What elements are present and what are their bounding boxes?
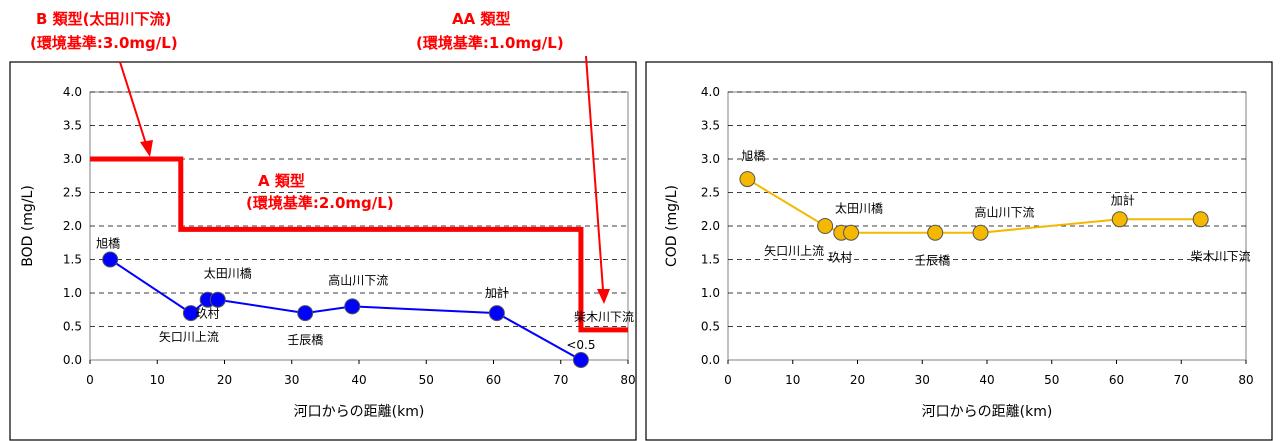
cod-y-tick-label: 1.5 xyxy=(701,253,720,267)
cod-y-tick-label: 4.0 xyxy=(701,85,720,99)
bod-y-tick-label: 2.5 xyxy=(63,186,82,200)
bod-data-point xyxy=(344,298,361,315)
cod-x-tick-label: 20 xyxy=(850,373,865,387)
b-type-arrowhead xyxy=(140,140,153,157)
bod-y-tick-label: 1.5 xyxy=(63,253,82,267)
a-type-standard: (環境基準:2.0mg/L) xyxy=(246,194,394,212)
bod-point-label: 玖村 xyxy=(196,307,220,321)
cod-y-tick-label: 3.0 xyxy=(701,152,720,166)
bod-y-tick-label: 0.0 xyxy=(63,353,82,367)
bod-x-tick-label: 30 xyxy=(284,373,299,387)
bod-point-label: <0.5 xyxy=(566,338,595,352)
b-type-arrow xyxy=(119,61,147,145)
cod-data-point xyxy=(1192,211,1209,228)
bod-x-tick-label: 10 xyxy=(150,373,165,387)
bod-data-point xyxy=(182,305,199,322)
bod-y-tick-label: 3.5 xyxy=(63,119,82,133)
aa-type-title: AA 類型 xyxy=(452,10,510,28)
cod-point-label: 壬辰橋 xyxy=(914,254,950,268)
bod-y-tick-label: 4.0 xyxy=(63,85,82,99)
cod-x-tick-label: 10 xyxy=(785,373,800,387)
aa-type-arrow xyxy=(585,55,604,291)
bod-y-tick-label: 3.0 xyxy=(63,152,82,166)
cod-point-label: 矢口川上流 xyxy=(764,244,824,258)
bod-x-tick-label: 0 xyxy=(86,373,94,387)
cod-chart: 0.0 0.5 1.0 1.5 2.0 2.5 3.0 3.5 4.0 0 10 20 30 40 50 60… xyxy=(664,85,1254,420)
bod-point-label: 加計 xyxy=(485,285,509,300)
cod-x-tick-label: 60 xyxy=(1109,373,1124,387)
bod-data-point xyxy=(297,305,314,322)
b-type-standard: (環境基準:3.0mg/L) xyxy=(30,34,178,52)
bod-y-tick-label: 0.5 xyxy=(63,320,82,334)
cod-x-tick-label: 70 xyxy=(1174,373,1189,387)
cod-point-label: 加計 xyxy=(1111,192,1135,207)
bod-data-point xyxy=(488,305,505,322)
bod-x-tick-label: 40 xyxy=(351,373,366,387)
aa-type-arrowhead xyxy=(597,289,610,304)
environmental-standard-line xyxy=(90,156,628,333)
cod-data-point xyxy=(972,224,989,241)
bod-x-tick-label: 80 xyxy=(620,373,635,387)
bod-station-label: 柴木川下流 xyxy=(574,310,634,324)
cod-plot-area xyxy=(727,91,1247,361)
bod-point-label: 太田川橋 xyxy=(204,266,252,281)
cod-point-label: 玖村 xyxy=(828,251,852,265)
cod-point-label: 柴木川下流 xyxy=(1191,249,1251,263)
cod-x-tick-label: 30 xyxy=(915,373,930,387)
bod-plot-area xyxy=(89,91,629,361)
cod-x-tick-label: 0 xyxy=(724,373,732,387)
cod-data-point xyxy=(739,171,756,188)
cod-y-tick-label: 2.0 xyxy=(701,219,720,233)
aa-type-standard: (環境基準:1.0mg/L) xyxy=(416,34,564,52)
bod-x-axis-label: 河口からの距離(km) xyxy=(294,403,425,420)
cod-x-tick-label: 80 xyxy=(1238,373,1253,387)
a-type-title: A 類型 xyxy=(258,172,305,190)
cod-y-tick-label: 3.5 xyxy=(701,119,720,133)
b-type-title: B 類型(太田川下流) xyxy=(36,10,171,28)
cod-point-label: 旭橋 xyxy=(741,149,765,163)
cod-y-tick-label: 2.5 xyxy=(701,186,720,200)
cod-y-axis-label: COD (mg/L) xyxy=(664,185,680,267)
bod-data-point xyxy=(209,291,226,308)
cod-x-axis-label: 河口からの距離(km) xyxy=(922,403,1053,420)
cod-y-tick-label: 0.0 xyxy=(701,353,720,367)
bod-x-tick-label: 20 xyxy=(217,373,232,387)
bod-y-tick-label: 1.0 xyxy=(63,286,82,300)
bod-data-point xyxy=(102,251,119,268)
bod-y-tick-label: 2.0 xyxy=(63,219,82,233)
cod-data-point xyxy=(927,224,944,241)
cod-y-tick-label: 1.0 xyxy=(701,286,720,300)
cod-data-point xyxy=(843,224,860,241)
bod-point-label: 旭橋 xyxy=(96,237,120,251)
bod-point-label: 壬辰橋 xyxy=(287,333,323,347)
cod-y-tick-label: 0.5 xyxy=(701,320,720,334)
bod-x-tick-label: 60 xyxy=(486,373,501,387)
cod-x-tick-label: 40 xyxy=(979,373,994,387)
bod-chart: 0.0 0.5 1.0 1.5 2.0 2.5 3.0 3.5 4.0 0 10 20 30 40 50 60… xyxy=(20,85,636,420)
bod-x-tick-label: 50 xyxy=(419,373,434,387)
cod-x-tick-label: 50 xyxy=(1044,373,1059,387)
bod-x-tick-label: 70 xyxy=(553,373,568,387)
bod-y-axis-label: BOD (mg/L) xyxy=(20,185,36,267)
bod-data-point xyxy=(572,352,589,368)
cod-point-label: 太田川橋 xyxy=(835,201,883,216)
cod-data-point xyxy=(817,218,834,234)
cod-data-point xyxy=(1111,211,1128,228)
bod-point-label: 高山川下流 xyxy=(328,272,388,287)
cod-point-label: 高山川下流 xyxy=(975,205,1035,220)
bod-point-label: 矢口川上流 xyxy=(159,330,219,344)
